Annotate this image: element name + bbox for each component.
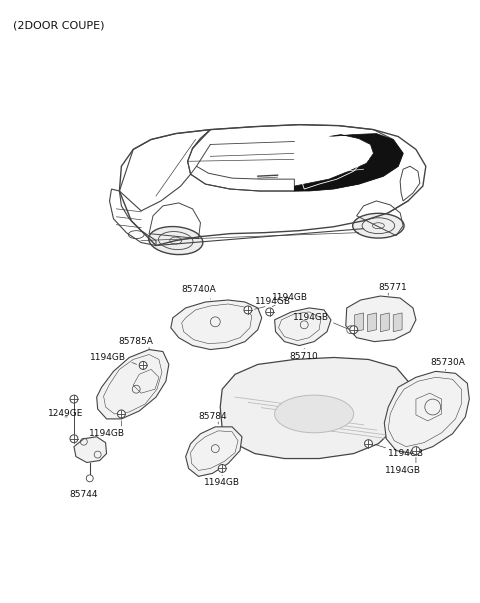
Polygon shape xyxy=(355,313,363,332)
Circle shape xyxy=(70,435,78,443)
Circle shape xyxy=(218,464,226,472)
Text: 85784: 85784 xyxy=(198,412,227,421)
Polygon shape xyxy=(275,308,331,346)
Circle shape xyxy=(412,447,420,455)
Circle shape xyxy=(350,326,358,333)
Text: 1194GB: 1194GB xyxy=(90,353,126,362)
Text: 1194GB: 1194GB xyxy=(89,429,125,438)
Text: 85785A: 85785A xyxy=(119,336,154,346)
Polygon shape xyxy=(74,437,107,463)
Text: 1194GB: 1194GB xyxy=(272,293,308,302)
Text: 1194GB: 1194GB xyxy=(385,467,421,476)
Text: 1194GB: 1194GB xyxy=(293,314,329,323)
Polygon shape xyxy=(393,313,402,332)
Text: 1194GB: 1194GB xyxy=(255,297,291,306)
Text: 1194GB: 1194GB xyxy=(388,449,424,458)
Circle shape xyxy=(139,361,147,370)
Circle shape xyxy=(266,308,274,316)
Text: (2DOOR COUPE): (2DOOR COUPE) xyxy=(12,21,104,31)
Polygon shape xyxy=(346,296,416,342)
Circle shape xyxy=(118,410,125,418)
Polygon shape xyxy=(96,350,169,419)
Ellipse shape xyxy=(353,213,404,238)
Text: 1249GE: 1249GE xyxy=(48,409,84,418)
Circle shape xyxy=(70,395,78,403)
Polygon shape xyxy=(368,313,376,332)
Text: 85771: 85771 xyxy=(379,283,408,292)
Circle shape xyxy=(364,440,372,447)
Polygon shape xyxy=(294,133,403,191)
Ellipse shape xyxy=(275,395,354,433)
Polygon shape xyxy=(186,427,242,476)
Ellipse shape xyxy=(149,227,203,254)
Polygon shape xyxy=(220,358,408,458)
Polygon shape xyxy=(380,313,389,332)
Text: 85710: 85710 xyxy=(290,352,319,361)
Text: 85744: 85744 xyxy=(70,490,98,499)
Polygon shape xyxy=(171,300,262,350)
Text: 1194GB: 1194GB xyxy=(204,478,240,487)
Text: 85730A: 85730A xyxy=(430,358,465,367)
Text: 85740A: 85740A xyxy=(181,285,216,294)
Polygon shape xyxy=(384,371,469,453)
Circle shape xyxy=(244,306,252,314)
Circle shape xyxy=(86,475,93,482)
